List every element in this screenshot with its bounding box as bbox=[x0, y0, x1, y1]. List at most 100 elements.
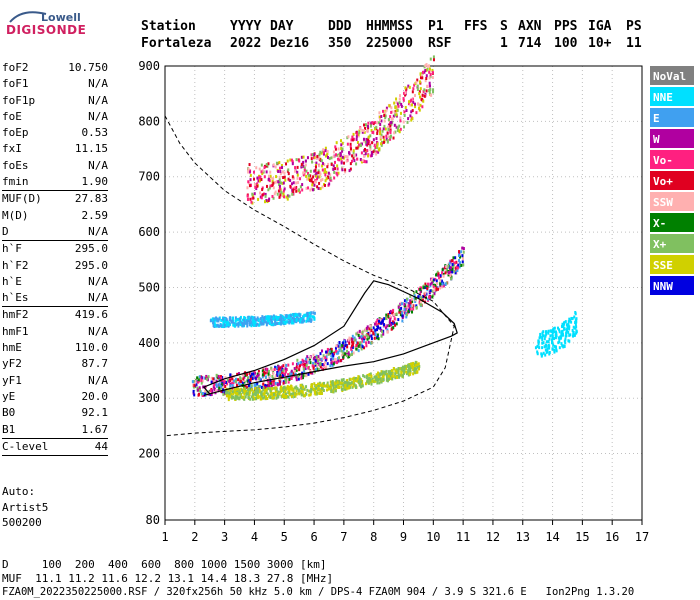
echo-point bbox=[440, 285, 443, 289]
echo-point bbox=[248, 315, 251, 319]
echo-point bbox=[384, 127, 387, 131]
echo-point bbox=[432, 58, 435, 62]
echo-point bbox=[236, 318, 239, 322]
echo-point bbox=[395, 369, 398, 373]
echo-point bbox=[265, 317, 268, 321]
echo-point bbox=[248, 323, 251, 327]
echo-point bbox=[397, 366, 400, 370]
echo-point bbox=[429, 73, 432, 77]
echo-point bbox=[218, 324, 221, 328]
echo-point bbox=[278, 321, 281, 325]
echo-point bbox=[388, 118, 391, 122]
echo-point bbox=[345, 387, 348, 391]
echo-point bbox=[346, 386, 349, 390]
echo-point bbox=[404, 311, 407, 315]
echo-point bbox=[253, 396, 256, 400]
echo-point bbox=[414, 371, 417, 375]
echo-point bbox=[270, 380, 273, 384]
echo-point bbox=[386, 324, 389, 328]
echo-point bbox=[287, 391, 290, 395]
echo-point bbox=[262, 368, 265, 372]
auto-line: Artist5 bbox=[2, 500, 49, 514]
echo-point bbox=[437, 287, 440, 291]
echo-point bbox=[273, 386, 276, 390]
echo-point bbox=[414, 368, 417, 372]
echo-point bbox=[235, 389, 238, 393]
echo-point bbox=[204, 376, 207, 380]
echo-point bbox=[426, 284, 429, 288]
echo-point bbox=[341, 382, 344, 386]
echo-point bbox=[364, 149, 367, 153]
echo-point bbox=[418, 301, 421, 305]
echo-point bbox=[368, 376, 371, 380]
echo-point bbox=[295, 189, 298, 193]
echo-point bbox=[381, 319, 384, 323]
echo-point bbox=[315, 172, 318, 176]
echo-point bbox=[305, 385, 308, 389]
echo-point bbox=[319, 363, 322, 367]
legend-swatch bbox=[650, 192, 694, 211]
echo-point bbox=[566, 324, 569, 328]
echo-point bbox=[334, 349, 337, 353]
echo-point bbox=[259, 321, 262, 325]
echo-point bbox=[311, 371, 314, 375]
echo-point bbox=[314, 360, 317, 364]
echo-point bbox=[336, 385, 339, 389]
echo-point bbox=[283, 368, 286, 372]
echo-point bbox=[224, 324, 227, 328]
echo-point bbox=[330, 350, 333, 354]
echo-point bbox=[447, 262, 450, 266]
echo-point bbox=[424, 300, 427, 304]
echo-point bbox=[247, 167, 250, 171]
echo-point bbox=[253, 323, 256, 327]
echo-point bbox=[252, 395, 255, 399]
echo-point bbox=[250, 322, 253, 326]
echo-point bbox=[340, 385, 343, 389]
echo-point bbox=[266, 396, 269, 400]
echo-point bbox=[295, 319, 298, 323]
echo-point bbox=[403, 91, 406, 95]
echo-point bbox=[331, 363, 334, 367]
echo-point bbox=[279, 181, 282, 185]
echo-point bbox=[361, 158, 364, 162]
echo-point bbox=[435, 279, 438, 283]
echo-point bbox=[321, 388, 324, 392]
echo-point bbox=[412, 361, 415, 365]
echo-point bbox=[257, 389, 260, 393]
echo-point bbox=[413, 369, 416, 373]
echo-point bbox=[442, 267, 445, 271]
echo-point bbox=[302, 359, 305, 363]
echo-point bbox=[341, 167, 344, 171]
echo-point bbox=[384, 109, 387, 113]
echo-point bbox=[251, 320, 254, 324]
echo-point bbox=[355, 332, 358, 336]
echo-point bbox=[313, 317, 316, 321]
echo-point bbox=[370, 128, 373, 132]
echo-point bbox=[329, 351, 332, 355]
echo-point bbox=[365, 142, 368, 146]
echo-point bbox=[256, 316, 259, 320]
echo-point bbox=[549, 334, 552, 338]
echo-point bbox=[328, 348, 331, 352]
echo-point bbox=[210, 387, 213, 391]
echo-point bbox=[256, 382, 259, 386]
echo-point bbox=[360, 335, 363, 339]
echo-point bbox=[247, 392, 250, 396]
echo-point bbox=[315, 156, 318, 160]
echo-point bbox=[389, 377, 392, 381]
echo-point bbox=[364, 140, 367, 144]
echo-point bbox=[395, 113, 398, 117]
echo-point bbox=[238, 397, 241, 401]
echo-point bbox=[420, 286, 423, 290]
echo-point bbox=[387, 374, 390, 378]
echo-point bbox=[225, 323, 228, 327]
echo-point bbox=[283, 396, 286, 400]
echo-point bbox=[381, 370, 384, 374]
echo-point bbox=[324, 154, 327, 158]
echo-point bbox=[207, 375, 210, 379]
echo-point bbox=[341, 387, 344, 391]
echo-point bbox=[347, 338, 350, 342]
echo-point bbox=[316, 177, 319, 181]
echo-point bbox=[265, 386, 268, 390]
echo-point bbox=[246, 186, 249, 190]
